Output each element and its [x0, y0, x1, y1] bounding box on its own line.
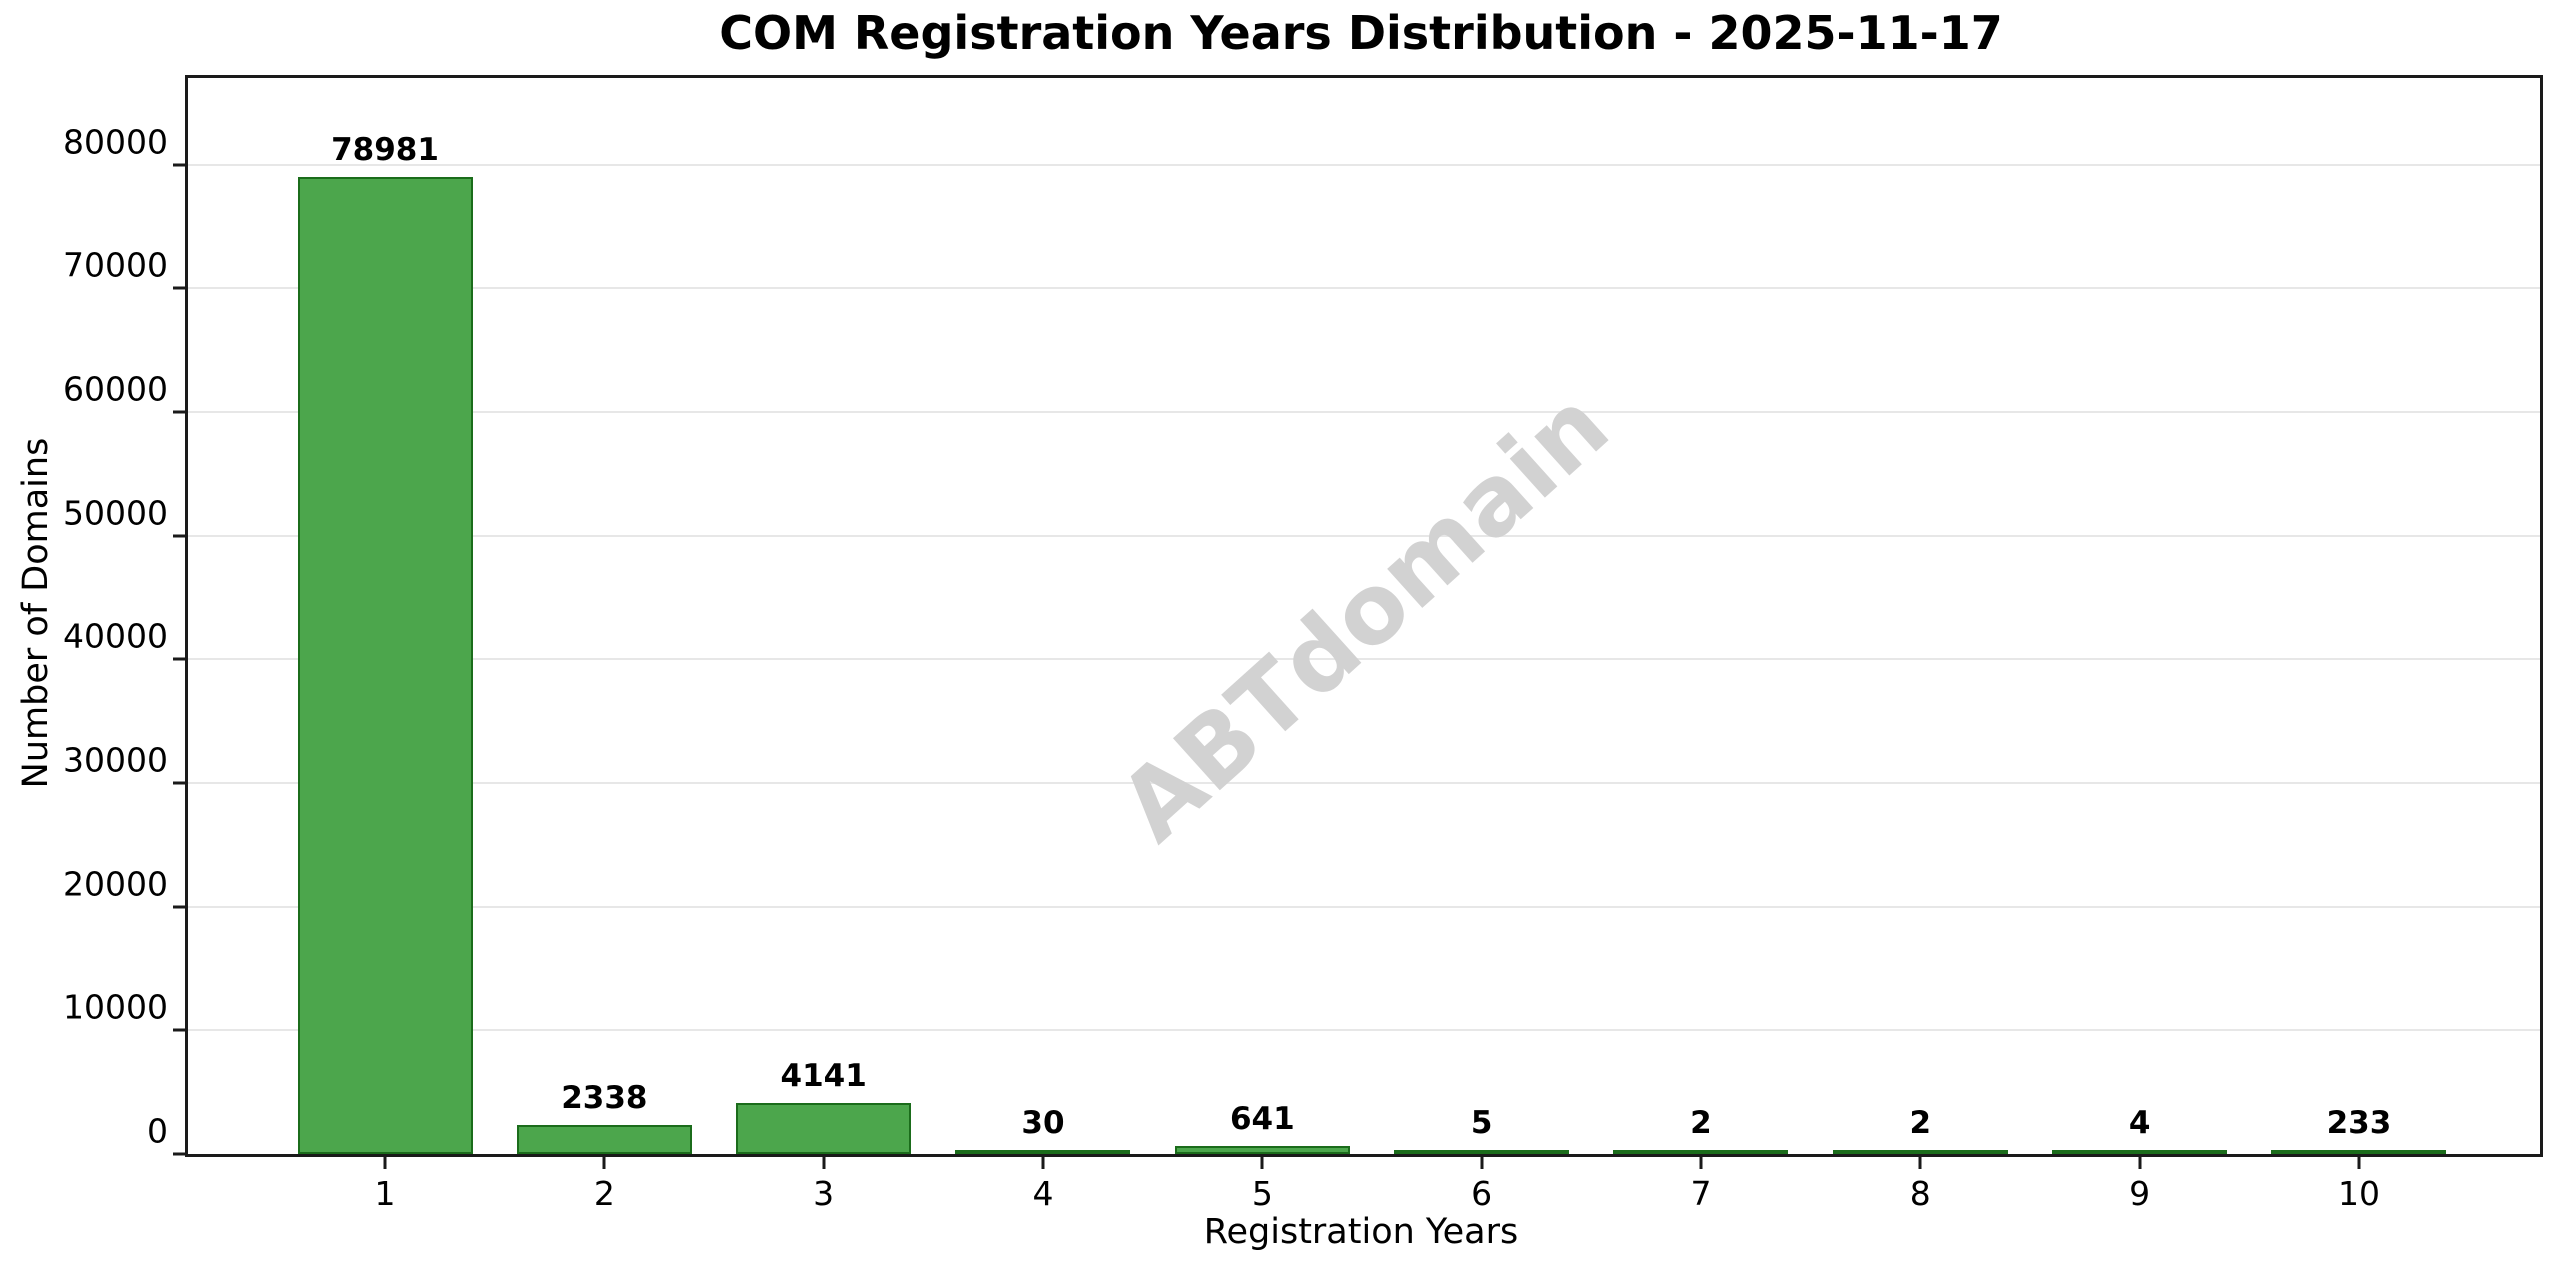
- gridline: [188, 287, 2540, 290]
- y-tick-mark: [173, 286, 185, 290]
- bar-year-3: [736, 1102, 912, 1154]
- x-tick-label: 5: [1251, 1174, 1273, 1213]
- x-tick-mark: [602, 1157, 606, 1169]
- bar-year-7: [1613, 1150, 1789, 1154]
- bar-value-label: 78981: [331, 132, 439, 169]
- y-tick-label: 40000: [63, 616, 168, 656]
- x-tick-mark: [383, 1157, 387, 1169]
- bar-value-label: 5: [1470, 1105, 1493, 1141]
- x-tick-label: 3: [813, 1174, 835, 1213]
- x-tick-mark: [1260, 1157, 1264, 1169]
- bar-year-2: [516, 1125, 692, 1154]
- x-tick-label: 10: [2337, 1174, 2380, 1213]
- x-tick-mark: [1699, 1157, 1703, 1169]
- bar-value-label: 30: [1021, 1105, 1065, 1141]
- bar-year-4: [955, 1150, 1131, 1154]
- y-tick-label: 80000: [63, 122, 168, 162]
- y-tick-label: 0: [147, 1111, 168, 1151]
- x-tick-label: 9: [2129, 1174, 2151, 1213]
- y-tick-mark: [173, 781, 185, 785]
- y-tick-label: 70000: [63, 245, 168, 285]
- x-tick-mark: [1480, 1157, 1484, 1169]
- bar-value-label: 4: [2128, 1105, 2151, 1141]
- chart-title: COM Registration Years Distribution - 20…: [719, 6, 2003, 60]
- y-axis-label: Number of Domains: [16, 437, 56, 789]
- gridline: [188, 1029, 2540, 1032]
- gridline: [188, 534, 2540, 537]
- bar-value-label: 2: [1909, 1105, 1932, 1141]
- y-tick-label: 30000: [63, 740, 168, 780]
- x-tick-label: 6: [1471, 1174, 1493, 1213]
- bar-value-label: 233: [2326, 1105, 2392, 1141]
- gridline: [188, 905, 2540, 908]
- bar-year-8: [1832, 1150, 2008, 1154]
- bar-year-1: [297, 177, 473, 1154]
- y-tick-mark: [173, 163, 185, 167]
- y-tick-label: 60000: [63, 369, 168, 409]
- x-tick-mark: [1041, 1157, 1045, 1169]
- x-tick-mark: [1918, 1157, 1922, 1169]
- gridline: [188, 410, 2540, 413]
- bar-year-9: [2052, 1150, 2228, 1154]
- x-tick-mark: [2357, 1157, 2361, 1169]
- plot-area: ABTdomain 0 10000 20000 30000 40000 50000 6000…: [63, 75, 2543, 1213]
- x-tick-label: 4: [1032, 1174, 1054, 1213]
- gridline: [188, 781, 2540, 784]
- x-tick-mark: [2138, 1157, 2142, 1169]
- bar-value-label: 4141: [780, 1057, 867, 1094]
- x-tick-label: 1: [374, 1174, 396, 1213]
- bar-value-label: 641: [1229, 1101, 1295, 1138]
- y-tick-mark: [173, 1028, 185, 1032]
- x-tick-label: 2: [593, 1174, 615, 1213]
- x-tick-mark: [822, 1157, 826, 1169]
- gridline: [188, 163, 2540, 166]
- bar-year-6: [1394, 1150, 1570, 1154]
- bar-value-label: 2338: [561, 1080, 648, 1117]
- bar-year-5: [1174, 1146, 1350, 1154]
- x-tick-label: 8: [1909, 1174, 1931, 1213]
- y-tick-mark: [173, 905, 185, 909]
- x-axis-label: Registration Years: [1203, 1212, 1519, 1252]
- bar-year-10: [2271, 1150, 2447, 1154]
- watermark-text: ABTdomain: [1098, 369, 1630, 863]
- gridline: [188, 658, 2540, 661]
- y-tick-mark: [173, 657, 185, 661]
- y-tick-mark: [173, 534, 185, 538]
- bar-value-label: 2: [1690, 1105, 1712, 1141]
- y-tick-mark: [173, 1152, 185, 1156]
- y-tick-mark: [173, 410, 185, 414]
- y-tick-label: 10000: [63, 987, 168, 1027]
- y-tick-label: 50000: [63, 493, 168, 533]
- y-tick-label: 20000: [63, 864, 168, 904]
- x-tick-label: 7: [1690, 1174, 1712, 1213]
